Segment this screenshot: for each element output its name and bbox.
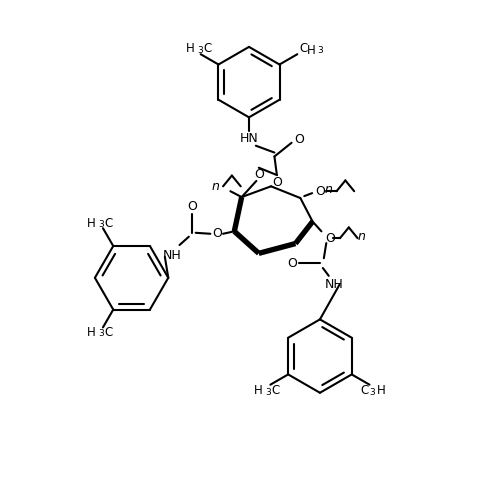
Text: 3: 3 (98, 329, 104, 338)
Text: O: O (315, 184, 325, 198)
Text: O: O (294, 133, 304, 146)
Text: C: C (203, 42, 211, 55)
Polygon shape (293, 220, 315, 245)
Text: 3: 3 (370, 388, 375, 397)
Text: H: H (87, 217, 96, 230)
Text: NH: NH (325, 278, 344, 291)
Polygon shape (258, 241, 296, 256)
Text: C: C (104, 217, 113, 230)
Text: O: O (212, 227, 222, 240)
Text: 3: 3 (265, 388, 271, 397)
Text: C: C (299, 42, 308, 55)
Text: O: O (254, 168, 264, 181)
Text: O: O (287, 257, 297, 270)
Text: NH: NH (162, 249, 181, 262)
Text: H: H (307, 44, 315, 57)
Text: H: H (87, 326, 96, 339)
Text: C: C (361, 384, 369, 397)
Text: 3: 3 (317, 46, 323, 55)
Text: O: O (272, 177, 282, 189)
Text: HN: HN (240, 132, 258, 145)
Polygon shape (232, 196, 245, 232)
Text: 3: 3 (98, 220, 104, 229)
Text: 3: 3 (197, 46, 203, 55)
Text: n: n (358, 230, 366, 243)
Text: O: O (187, 200, 197, 213)
Text: C: C (271, 384, 280, 397)
Text: H: H (186, 42, 194, 55)
Text: H: H (377, 384, 385, 397)
Text: H: H (254, 384, 263, 397)
Polygon shape (233, 229, 260, 255)
Text: O: O (325, 232, 335, 245)
Text: n: n (211, 180, 219, 193)
Text: C: C (104, 326, 113, 339)
Text: n: n (325, 183, 333, 196)
